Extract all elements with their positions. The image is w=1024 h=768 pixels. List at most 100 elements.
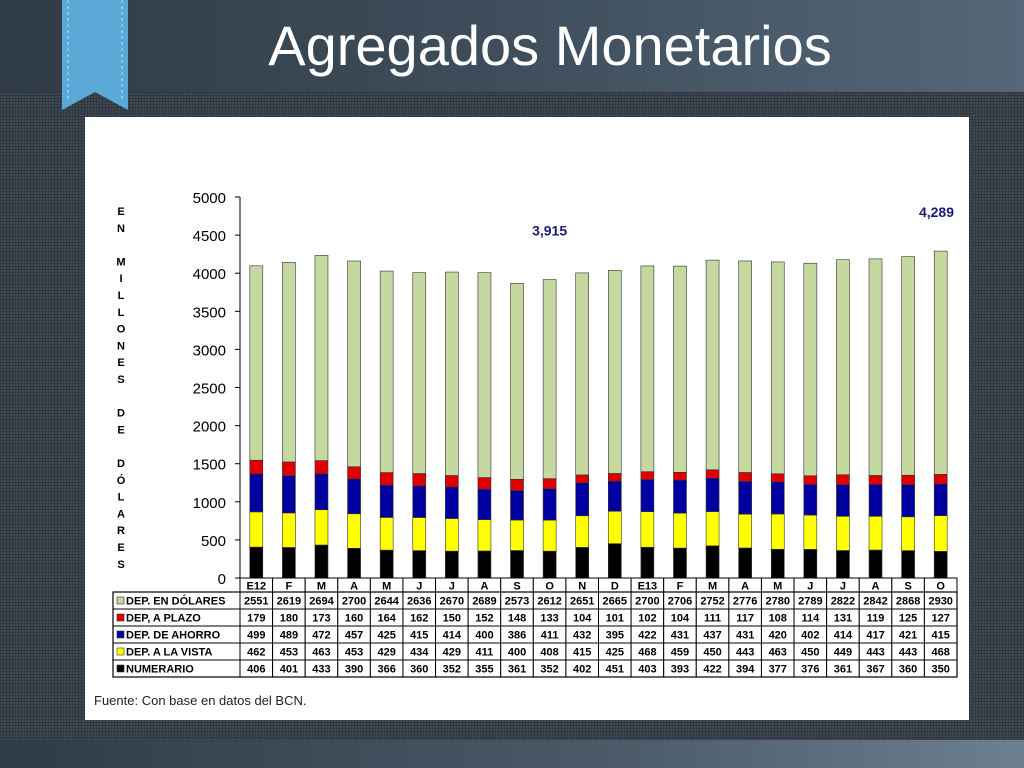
legend-label: DEP. DE AHORRO	[126, 630, 221, 642]
table-value: 443	[866, 647, 884, 659]
table-value: 2619	[277, 596, 301, 608]
table-value: 450	[801, 647, 819, 659]
y-tick-label: 5000	[193, 190, 226, 207]
bar-segment-dep_vista	[412, 517, 427, 551]
bar-segment-dep_ahorro	[477, 488, 492, 520]
table-value: 459	[671, 647, 689, 659]
table-value: 2689	[472, 596, 496, 608]
bar-segment-dep_ahorro	[673, 479, 687, 514]
bar-segment-dep_vista	[933, 515, 948, 552]
bar-segment-dep_dolares	[705, 259, 720, 471]
bar-segment-dep_ahorro	[542, 488, 557, 521]
bar-segment-dep_vista	[282, 512, 296, 548]
bar-segment-dep_dolares	[575, 272, 590, 476]
bar-segment-dep_dolares	[738, 260, 752, 473]
table-value: 434	[410, 647, 429, 659]
bar-segment-numerario	[379, 549, 394, 579]
category-label: J	[807, 581, 813, 593]
bar-segment-dep_dolares	[379, 270, 394, 473]
bar-segment-dep_ahorro	[282, 475, 296, 514]
bar-segment-dep_plazo	[803, 475, 818, 485]
ylabel-letter: N	[117, 223, 125, 235]
table-value: 390	[345, 664, 363, 676]
bar-segment-dep_dolares	[412, 272, 427, 474]
bar-segment-dep_dolares	[673, 265, 687, 473]
ylabel-letter: L	[118, 307, 125, 319]
bar-segment-dep_dolares	[933, 250, 948, 475]
table-value: 2822	[831, 596, 855, 608]
bar-segment-dep_dolares	[314, 254, 329, 461]
bar-segment-numerario	[770, 548, 785, 579]
table-value: 117	[736, 613, 754, 625]
bar-segment-dep_plazo	[770, 473, 785, 483]
table-value: 472	[312, 630, 330, 642]
table-value: 449	[834, 647, 852, 659]
bar-segment-dep_vista	[705, 511, 720, 547]
bar-segment-numerario	[738, 547, 752, 579]
table-value: 114	[801, 613, 820, 625]
bar-segment-dep_vista	[673, 512, 687, 549]
bar-segment-dep_vista	[607, 510, 622, 544]
bar-segment-dep_dolares	[347, 260, 361, 468]
table-value: 150	[443, 613, 461, 625]
bar-segment-dep_plazo	[314, 460, 329, 475]
bar-segment-numerario	[510, 550, 524, 579]
bar-segment-dep_plazo	[933, 474, 948, 485]
table-value: 2636	[407, 596, 431, 608]
y-tick-label: 0	[218, 571, 226, 588]
bar-segment-dep_plazo	[477, 477, 492, 490]
table-value: 429	[443, 647, 461, 659]
bar-segment-dep_ahorro	[836, 484, 850, 517]
ylabel-letter: E	[117, 357, 124, 369]
y-tick-label: 2500	[193, 381, 226, 398]
category-label: A	[350, 581, 358, 593]
ylabel-letter: S	[117, 559, 124, 571]
table-value: 420	[769, 630, 787, 642]
category-label: E13	[638, 581, 658, 593]
bar-segment-dep_vista	[314, 509, 329, 546]
table-value: 2776	[733, 596, 757, 608]
bar-segment-dep_ahorro	[575, 482, 590, 517]
ylabel-letter: S	[117, 374, 124, 386]
table-value: 400	[475, 630, 493, 642]
bar-segment-dep_ahorro	[445, 486, 459, 519]
table-value: 463	[312, 647, 330, 659]
legend-swatch-numerario	[116, 664, 125, 673]
bar-segment-dep_ahorro	[347, 478, 361, 515]
legend-label: DEP. A LA VISTA	[126, 647, 212, 659]
table-value: 457	[345, 630, 363, 642]
category-label: J	[840, 581, 846, 593]
bar-segment-dep_ahorro	[933, 483, 948, 516]
table-value: 352	[443, 664, 461, 676]
bar-segment-dep_vista	[477, 519, 492, 552]
bar-segment-dep_plazo	[379, 472, 394, 486]
table-value: 462	[247, 647, 265, 659]
table-value: 414	[834, 630, 853, 642]
bar-segment-dep_plazo	[412, 473, 427, 487]
table-value: 160	[345, 613, 363, 625]
legend-swatch-dep_plazo	[116, 613, 125, 622]
table-value: 499	[247, 630, 265, 642]
ylabel-letter: I	[119, 273, 122, 285]
table-value: 361	[834, 664, 852, 676]
chart-panel: E N M I L L O N E S D E D Ó L A R E S 0 500 1000 1500 2000 2500 3…	[85, 117, 969, 720]
total-annotation: 3,915	[532, 223, 567, 239]
table-value: 2700	[635, 596, 659, 608]
bar-segment-dep_dolares	[282, 262, 296, 463]
category-label: A	[741, 581, 749, 593]
table-value: 443	[736, 647, 754, 659]
bar-segment-dep_dolares	[249, 265, 264, 461]
table-value: 433	[312, 664, 330, 676]
bar-segment-numerario	[347, 547, 361, 579]
slide-title: Agregados Monetarios	[268, 14, 832, 77]
table-value: 102	[638, 613, 656, 625]
bar-segment-dep_dolares	[607, 270, 622, 474]
ylabel-letter: Ó	[117, 474, 126, 487]
bar-segment-numerario	[836, 550, 850, 579]
table-value: 453	[280, 647, 298, 659]
table-value: 2780	[766, 596, 790, 608]
legend-label: DEP. EN DÓLARES	[126, 595, 225, 608]
bar-segment-dep_plazo	[542, 478, 557, 490]
bar-segment-dep_vista	[379, 517, 394, 551]
bar-segment-dep_ahorro	[412, 485, 427, 518]
